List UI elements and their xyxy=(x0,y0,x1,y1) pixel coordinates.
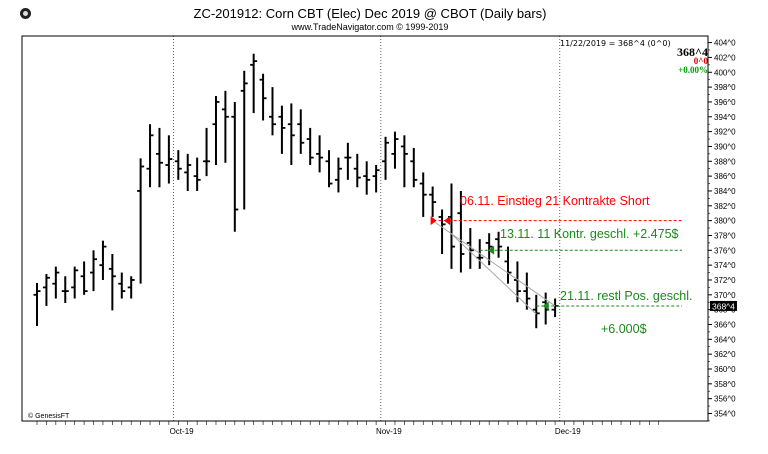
y-tick-label: 388^0 xyxy=(714,157,736,166)
chart-subtitle: www.TradeNavigator.com © 1999-2019 xyxy=(291,22,449,32)
total-profit-annotation: +6.000$ xyxy=(601,322,647,336)
chart-title: ZC-201912: Corn CBT (Elec) Dec 2019 @ CB… xyxy=(193,6,547,21)
y-tick-label: 358^0 xyxy=(714,380,736,389)
last-price-marker xyxy=(710,300,737,311)
y-tick-label: 364^0 xyxy=(714,335,736,344)
entry-arrow-right xyxy=(430,216,437,226)
y-tick-label: 390^0 xyxy=(714,142,736,151)
y-tick-label: 376^0 xyxy=(714,246,736,255)
y-tick-label: 370^0 xyxy=(714,291,736,300)
y-tick-label: 386^0 xyxy=(714,172,736,181)
y-tick-label: 398^0 xyxy=(714,83,736,92)
x-month-label: Dec-19 xyxy=(555,427,581,436)
y-tick-label: 360^0 xyxy=(714,365,736,374)
app-logo-icon xyxy=(20,8,31,19)
y-tick-label: 362^0 xyxy=(714,350,736,359)
x-month-label: Nov-19 xyxy=(376,427,402,436)
y-tick-label: 400^0 xyxy=(714,68,736,77)
date-price-readout: 11/22/2019 = 368^4 (0^0) xyxy=(560,39,671,48)
partial-exit-arrow xyxy=(488,245,495,255)
y-tick-label: 372^0 xyxy=(714,276,736,285)
plot-frame xyxy=(21,35,709,422)
final-exit-annotation: 21.11. restl Pos. geschl. xyxy=(560,289,692,303)
quote-last: 368^4 xyxy=(677,45,708,59)
y-tick-label: 396^0 xyxy=(714,98,736,107)
y-tick-label: 382^0 xyxy=(714,202,736,211)
y-tick-label: 366^0 xyxy=(714,320,736,329)
quote-box: 368^4 0^0 +0.00% xyxy=(668,45,708,75)
y-tick-label: 384^0 xyxy=(714,187,736,196)
y-tick-label: 378^0 xyxy=(714,231,736,240)
y-tick-label: 380^0 xyxy=(714,217,736,226)
y-tick-label: 354^0 xyxy=(714,410,736,419)
y-tick-label: 402^0 xyxy=(714,53,736,62)
y-tick-label: 374^0 xyxy=(714,261,736,270)
y-tick-label: 392^0 xyxy=(714,128,736,137)
entry-arrow-left xyxy=(444,216,451,226)
trend-channel-line xyxy=(451,233,537,315)
partial-exit-annotation: 13.11. 11 Kontr. geschl. +2.475$ xyxy=(500,227,679,241)
final-exit-arrow xyxy=(542,301,549,311)
quote-change: 0^0 xyxy=(693,56,708,66)
y-tick-label: 404^0 xyxy=(714,39,736,48)
y-tick-label: 394^0 xyxy=(714,113,736,122)
last-price-marker-label: 368^4 xyxy=(712,301,735,311)
copyright-label: © GenesisFT xyxy=(28,413,70,420)
entry-annotation: 06.11. Einstieg 21 Kontrakte Short xyxy=(460,194,650,208)
quote-percent: +0.00% xyxy=(678,65,708,75)
x-month-label: Oct-19 xyxy=(170,427,195,436)
y-tick-label: 356^0 xyxy=(714,395,736,404)
